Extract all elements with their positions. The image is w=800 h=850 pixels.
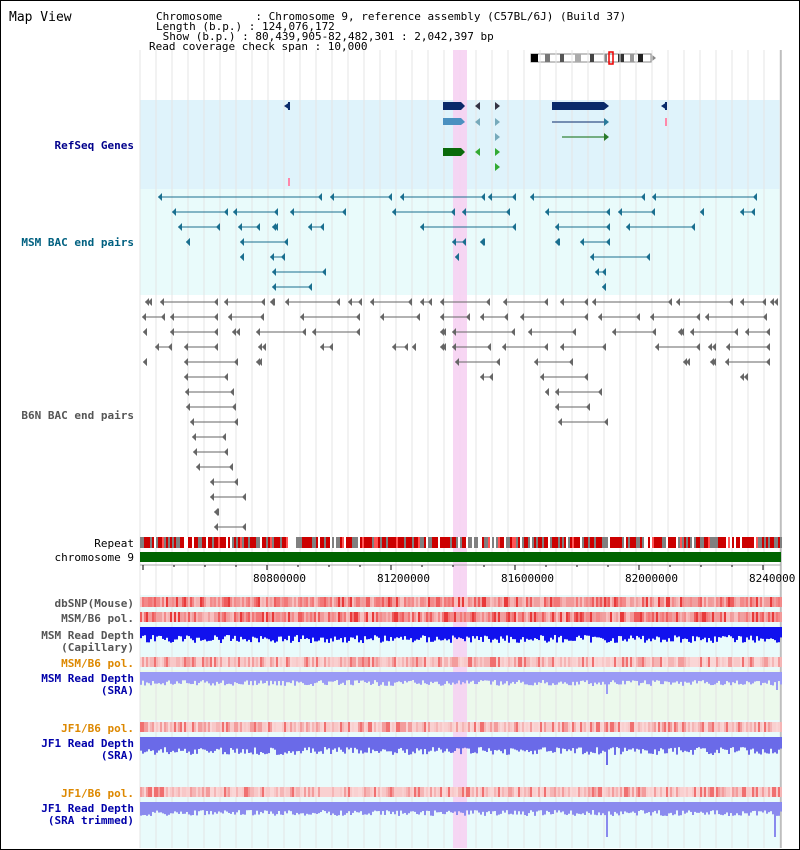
length-info: Length (b.p.) : 124,076,172 [156,20,335,33]
label-repeat: Repeat [94,537,134,550]
label-dbsnp[interactable]: dbSNP(Mouse) [54,597,134,610]
label-chromosome: chromosome 9 [54,551,134,564]
depth-tracks[interactable] [140,627,782,837]
label-b6n-bac[interactable]: B6N BAC end pairs [21,409,134,422]
heat-tracks[interactable] [140,597,782,797]
axis-tick-label: 80800000 [253,572,306,585]
axis-tick-label: 82000000 [625,572,678,585]
label-msm-depth-sra[interactable]: MSM Read Depth [41,672,134,685]
axis-tick-label: 81600000 [501,572,554,585]
repeat-track[interactable] [140,537,782,548]
chromosome-info: Chromosome : Chromosome 9, reference ass… [156,10,627,23]
chromosome-ideogram[interactable] [530,51,656,65]
label-refseq-genes[interactable]: RefSeq Genes [54,139,134,152]
label-jf1-depth-sra-sub: (SRA) [100,749,134,762]
axis-tick-label: 81200000 [377,572,430,585]
axis-tick-label: 8240000 [749,572,796,585]
label-jf1-pol[interactable]: JF1/B6 pol. [61,722,134,735]
label-jf1-pol-2[interactable]: JF1/B6 pol. [61,787,134,800]
b6n-bac-end-pairs[interactable] [142,298,778,531]
label-msm-depth-capillary[interactable]: MSM Read Depth [41,629,134,642]
refseq-genes[interactable] [284,102,667,186]
label-jf1-depth-trimmed-sub: (SRA trimmed) [47,814,134,827]
label-jf1-depth-trimmed[interactable]: JF1 Read Depth [41,802,134,815]
label-msm-depth-capillary-sub: (Capillary) [61,641,134,654]
vertical-grid [139,50,782,848]
map-view-title: Map View [9,10,72,25]
coverage-span-info: Read coverage check span : 10,000 [149,40,368,53]
label-jf1-depth-sra[interactable]: JF1 Read Depth [41,737,134,750]
label-msm-pol[interactable]: MSM/B6 pol. [61,612,134,625]
show-range-info: Show (b.p.) : 80,439,905-82,482,301 : 2,… [156,30,494,43]
label-msm-bac[interactable]: MSM BAC end pairs [21,236,134,249]
selected-region-highlight [453,50,467,848]
label-msm-depth-sra-sub: (SRA) [100,684,134,697]
msm-bac-end-pairs[interactable] [158,193,757,291]
label-msm-pol-2[interactable]: MSM/B6 pol. [61,657,134,670]
chromosome-bar[interactable] [140,552,781,562]
position-axis [140,564,781,570]
